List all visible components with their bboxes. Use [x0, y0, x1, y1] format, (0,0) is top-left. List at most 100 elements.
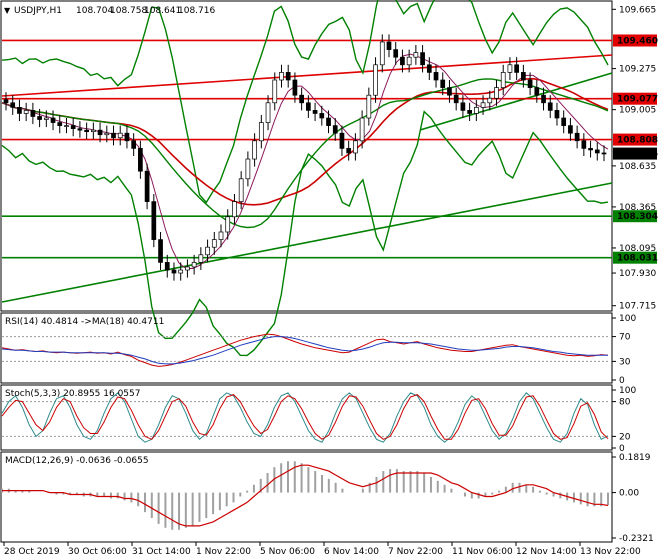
candle-body — [37, 116, 42, 120]
candle-body — [70, 125, 76, 129]
level-tag-label-2: 108.808 — [617, 136, 658, 146]
candle-body — [30, 110, 36, 117]
bollinger-lower — [1, 110, 609, 357]
candle-body — [514, 64, 520, 73]
candle-body — [541, 94, 546, 104]
candle-body — [332, 125, 338, 134]
candle-body — [185, 266, 190, 271]
macd-layer: 0.1819 0.00 -0.2321 — [1, 453, 654, 544]
candle-body — [480, 102, 486, 108]
candle-body — [433, 72, 439, 81]
candle-body — [124, 132, 130, 142]
channel-trendline — [419, 72, 613, 131]
rsi-panel — [0, 312, 613, 384]
candle-body — [319, 113, 325, 119]
candle-body — [131, 140, 137, 149]
stoch-axis-tick-label-2: 20 — [619, 432, 631, 442]
stoch-title: Stoch(5,3,3) 20.8955 16.0557 — [5, 389, 140, 399]
candle-body — [50, 117, 56, 123]
candle-body — [366, 94, 372, 119]
level-tag-1 — [613, 92, 657, 105]
level-tag-0 — [613, 34, 657, 47]
level-tag-label-1: 109.077 — [617, 95, 658, 105]
candle-body — [400, 56, 405, 66]
candle-body — [158, 239, 163, 263]
candle-body — [581, 140, 587, 149]
x-tick-label-0: 28 Oct 2019 — [4, 547, 60, 557]
candle-body — [178, 269, 184, 274]
rsi-layer: 100 70 30 0 — [1, 314, 636, 386]
candle-body — [299, 94, 304, 104]
candle-body — [339, 132, 345, 149]
price-axis-tick-label-0: 109.665 — [619, 5, 656, 15]
price-axis-tick-label-5: 108.095 — [619, 244, 656, 254]
level-tag-2 — [613, 133, 657, 146]
candle-body — [420, 52, 425, 66]
candle-body — [527, 79, 533, 88]
x-tick-label-9: 13 Nov 22:00 — [580, 547, 641, 557]
candle-body — [453, 94, 459, 104]
macd-axis-tick-label-0: 0.1819 — [619, 453, 651, 463]
candle-body — [3, 99, 9, 104]
stoch-signal-line — [1, 394, 609, 440]
candle-body — [393, 49, 399, 58]
candle-body — [77, 128, 83, 131]
stoch-axis-tick-label-3: 0 — [619, 444, 625, 454]
ma-fast — [1, 53, 609, 269]
candle-body — [279, 72, 284, 81]
macd-axis-tick-label-1: 0.00 — [619, 489, 639, 499]
price-axis-tick-label-7: 107.715 — [619, 302, 656, 312]
candle-body — [23, 110, 29, 114]
candle-body — [218, 231, 224, 240]
candle-body — [386, 41, 392, 50]
ohlc-open: 108.704 — [76, 6, 113, 16]
candle-body — [10, 102, 16, 108]
candle-body — [191, 262, 197, 268]
stoch-axis-tick-label-0: 100 — [619, 386, 636, 396]
candle-body — [258, 122, 264, 142]
x-tick-label-8: 12 Nov 14:00 — [516, 547, 577, 557]
candle-body — [554, 110, 560, 119]
bollinger-upper — [1, 0, 609, 204]
candle-body — [198, 254, 204, 263]
price-axis-tick-label-4: 108.365 — [619, 203, 656, 213]
candle-body — [238, 178, 244, 202]
candle-body — [64, 125, 69, 127]
price-axis-tick-label-6: 107.930 — [619, 269, 656, 279]
level-tag-3 — [613, 147, 657, 160]
candle-body — [521, 72, 526, 81]
price-title: USDJPY,H1 — [14, 6, 62, 16]
candle-body — [507, 64, 513, 73]
level-tag-label-5: 108.031 — [617, 254, 658, 264]
candle-body — [534, 87, 540, 96]
x-axis: 28 Oct 2019 30 Oct 06:00 31 Oct 14:00 1 Nov… — [3, 542, 641, 557]
candle-body — [252, 140, 257, 160]
stoch-axis-tick-label-1: 80 — [619, 398, 631, 408]
macd-signal-line — [2, 464, 609, 527]
x-tick-label-3: 1 Nov 22:00 — [196, 547, 251, 557]
candle-body — [373, 64, 378, 96]
candle-body — [440, 79, 446, 88]
level-tag-label-3: 108.716 — [617, 150, 658, 160]
rsi-title: RSI(14) 40.4814 ->MA(18) 40.4711 — [5, 317, 164, 327]
candle-body — [17, 107, 22, 114]
candle-body — [171, 269, 177, 274]
candle-body — [379, 41, 385, 66]
candle-body — [413, 52, 419, 58]
support-trendline — [1, 182, 613, 303]
candle-body — [292, 79, 298, 96]
x-tick-label-4: 5 Nov 06:00 — [260, 547, 315, 557]
collapse-arrow-icon[interactable]: ▼ — [4, 6, 11, 15]
candle-body — [57, 122, 63, 126]
candle-body — [306, 102, 311, 111]
candle-body — [144, 170, 150, 202]
price-axis-tick-label-3: 108.635 — [619, 162, 656, 172]
candle-body — [232, 201, 237, 218]
x-tick-label-2: 31 Oct 14:00 — [132, 547, 191, 557]
candle-body — [245, 158, 251, 180]
x-tick-label-6: 7 Nov 22:00 — [388, 547, 443, 557]
stoch-layer: 100 80 20 0 — [1, 386, 636, 454]
candle-body — [601, 152, 607, 155]
price-layer: 109.665 109.275 109.005 108.635 108.365 108.0… — [1, 0, 658, 357]
